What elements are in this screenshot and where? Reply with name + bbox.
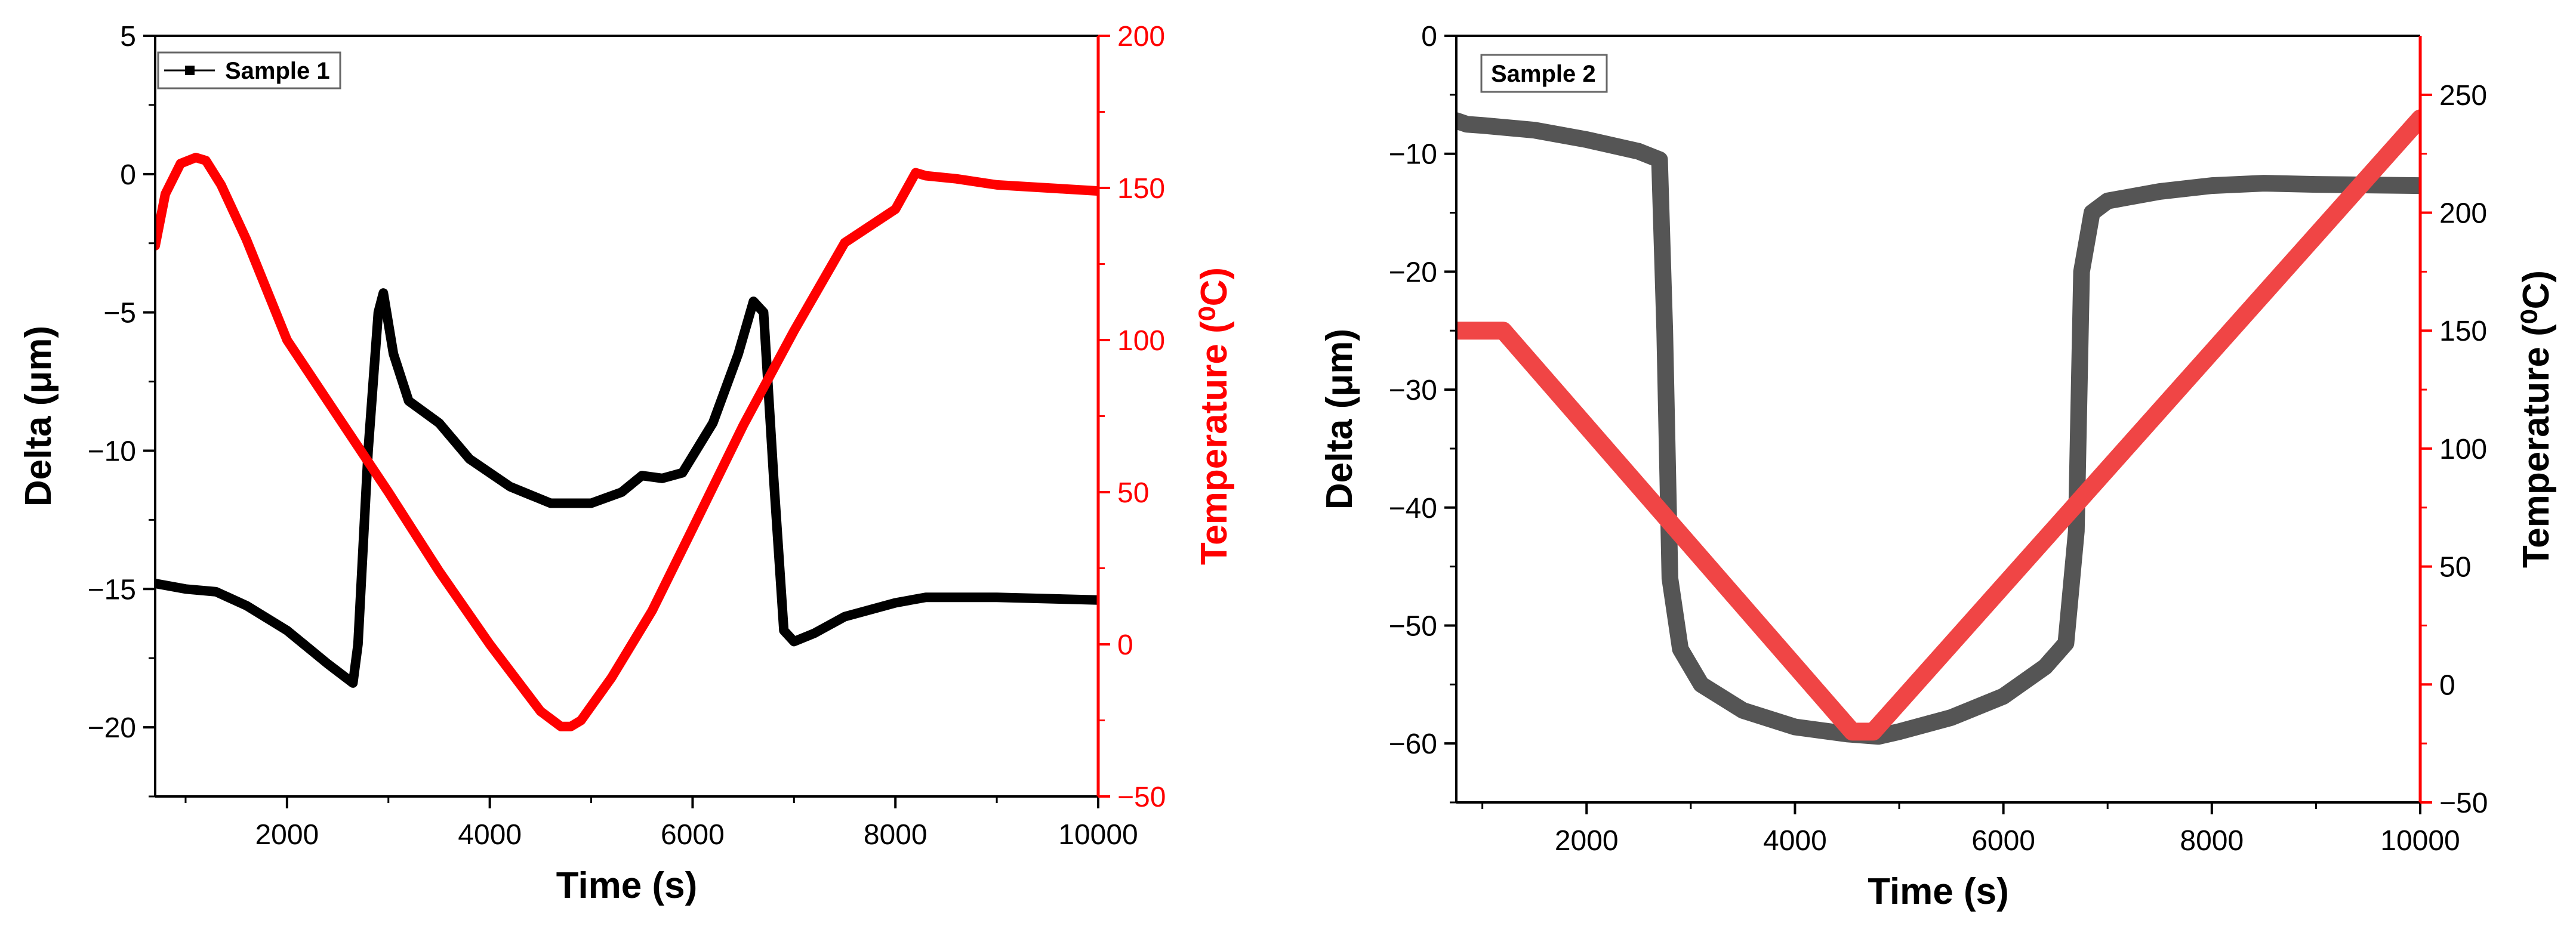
chart-2: 2000 4000 6000 8000 100000−10−20−30−40−50−60… xyxy=(1319,21,2557,912)
y-tick-label: −20 xyxy=(1389,257,1437,288)
x-tick-label: 4000 xyxy=(458,819,522,851)
x-tick-label: 10000 xyxy=(1058,819,1138,851)
y2-tick-label: −50 xyxy=(1117,782,1166,813)
legend-marker-square xyxy=(185,66,195,75)
y-tick-label: −50 xyxy=(1389,610,1437,642)
y2-tick-label: 250 xyxy=(2439,80,2487,112)
y-tick-label: −10 xyxy=(1389,139,1437,171)
legend: Sample 2 xyxy=(1480,54,1608,93)
x-tick-label: 6000 xyxy=(661,819,725,851)
y-tick-label: −30 xyxy=(1389,375,1437,406)
x-axis-title: Time (s) xyxy=(1868,871,2009,912)
x-axis-title: Time (s) xyxy=(556,865,698,906)
y-tick-label: 5 xyxy=(120,21,136,52)
series-line-temperature-chart-1 xyxy=(155,153,1098,731)
legend-box xyxy=(1480,54,1608,93)
y-tick-label: 0 xyxy=(120,159,136,191)
y-tick-label: −10 xyxy=(88,436,136,467)
legend: Sample 1 xyxy=(157,51,341,89)
y-tick-label: −20 xyxy=(88,712,136,744)
y2-tick-label: 100 xyxy=(2439,434,2487,465)
y2-tick-label: 50 xyxy=(2439,552,2471,583)
x-tick-label: 10000 xyxy=(2380,825,2460,857)
y2-tick-label: 150 xyxy=(1117,173,1165,205)
y2-tick-label: 200 xyxy=(2439,198,2487,230)
y2-tick-label: 150 xyxy=(2439,316,2487,347)
x-tick-label: 8000 xyxy=(2180,825,2244,857)
x-tick-label: 8000 xyxy=(864,819,928,851)
y2-tick-label: 200 xyxy=(1117,21,1165,52)
x-tick-label: 4000 xyxy=(1763,825,1827,857)
chart-1: 2000 4000 6000 8000 1000050−5−10−15−20200150… xyxy=(18,21,1235,906)
series-line-delta-chart-2 xyxy=(1456,112,2420,745)
y-axis-title: Delta (μm) xyxy=(1319,329,1360,509)
legend-label: Sample 2 xyxy=(1491,61,1596,87)
series-line-delta-chart-1 xyxy=(155,288,1098,688)
y2-tick-label: 50 xyxy=(1117,477,1149,509)
series-line-temperature-chart-2 xyxy=(1456,109,2420,741)
y-tick-label: −5 xyxy=(103,298,136,329)
x-tick-label: 6000 xyxy=(1971,825,2035,857)
y-tick-label: 0 xyxy=(1421,21,1437,52)
y-axis-title: Delta (μm) xyxy=(18,326,59,507)
y2-tick-label: −50 xyxy=(2439,788,2488,819)
y2-tick-label: 0 xyxy=(2439,669,2455,701)
y2-axis-title: Temperature (⁰C) xyxy=(2516,270,2557,568)
y2-axis-title: Temperature (⁰C) xyxy=(1194,267,1235,565)
y-tick-label: −40 xyxy=(1389,493,1437,524)
y2-tick-label: 100 xyxy=(1117,325,1165,357)
x-tick-label: 2000 xyxy=(255,819,319,851)
y-tick-label: −15 xyxy=(88,574,136,606)
legend-label: Sample 1 xyxy=(225,58,330,84)
y-tick-label: −60 xyxy=(1389,728,1437,760)
y2-tick-label: 0 xyxy=(1117,629,1133,661)
x-tick-label: 2000 xyxy=(1555,825,1619,857)
